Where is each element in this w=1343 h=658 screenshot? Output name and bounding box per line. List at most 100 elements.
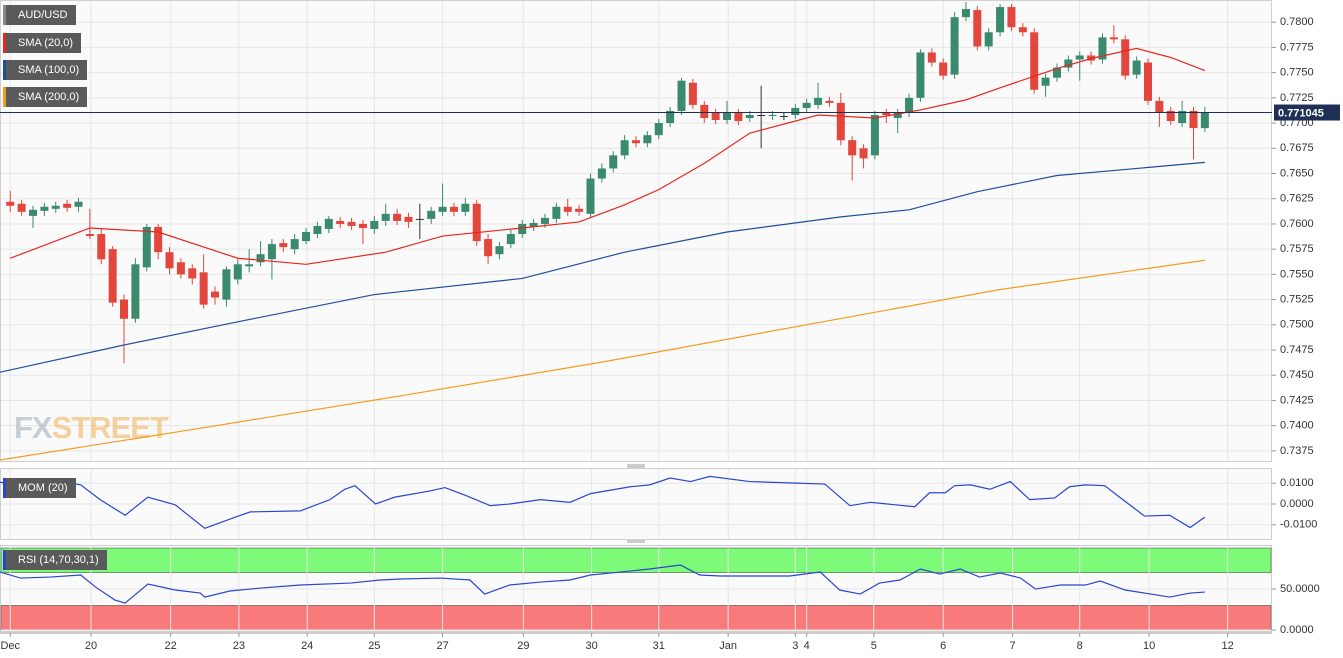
x-tick-label: 31 <box>653 640 665 652</box>
candle-body <box>336 220 345 224</box>
y-tick-label: 0.7500 <box>1280 319 1314 331</box>
candle-body <box>40 206 49 211</box>
candle-body <box>984 32 993 47</box>
y-tick-label: 0.7600 <box>1280 218 1314 230</box>
series-line <box>0 564 1205 604</box>
candle-body <box>222 269 231 300</box>
candle-body <box>734 112 743 122</box>
watermark: FXSTREET <box>14 410 169 445</box>
candle-body <box>199 272 208 305</box>
candle-body <box>802 102 811 108</box>
candle-body <box>893 112 902 119</box>
legend-entry[interactable]: SMA (100,0) <box>3 60 88 80</box>
legend-entry[interactable]: RSI (14,70,30,1) <box>3 550 107 570</box>
candle-body <box>256 254 265 263</box>
candle-body <box>1064 59 1073 68</box>
rsi-band <box>0 547 1272 573</box>
candle-body <box>1166 110 1175 122</box>
y-tick-label: 0.7750 <box>1280 67 1314 79</box>
rsi-band <box>0 605 1272 631</box>
candle-body <box>6 201 15 206</box>
x-tick-label: 10 <box>1143 640 1155 652</box>
candle-body <box>472 203 481 242</box>
legend-entry[interactable]: SMA (200,0) <box>3 87 88 107</box>
candle-body <box>85 234 94 237</box>
candle-body <box>347 221 356 226</box>
candle-body <box>427 210 436 219</box>
candle-body <box>700 104 709 119</box>
candle-body <box>552 206 561 219</box>
y-tick-label: 0.7525 <box>1280 294 1314 306</box>
series-line <box>0 475 1206 529</box>
x-tick-label: 22 <box>165 640 177 652</box>
candle-body <box>142 226 151 268</box>
candle-body <box>575 208 584 212</box>
candle-body <box>165 252 174 269</box>
candle-body <box>859 148 868 159</box>
candle-body <box>666 110 675 124</box>
x-tick-label: 6 <box>940 640 946 652</box>
legend-entry[interactable]: MOM (20) <box>3 478 76 498</box>
candle-body <box>597 168 606 179</box>
candle-body <box>176 262 185 275</box>
candle-body <box>63 203 72 208</box>
candle-body <box>814 97 823 105</box>
y-tick-label: 0.7400 <box>1280 420 1314 432</box>
x-tick-label: 12 <box>1222 640 1234 652</box>
y-tick-label: 50.0000 <box>1280 583 1320 595</box>
y-tick-label: 0.0100 <box>1280 477 1314 489</box>
candle-body <box>540 217 549 224</box>
y-tick-label: 0.7775 <box>1280 41 1314 53</box>
y-tick-label: 0.7725 <box>1280 92 1314 104</box>
y-tick-label: 0.7550 <box>1280 268 1314 280</box>
last-price-label: 0.771045 <box>1278 107 1324 119</box>
candle-body <box>313 225 322 235</box>
candle-body <box>996 7 1005 33</box>
candle-body <box>495 246 504 255</box>
panel-background <box>0 0 1272 462</box>
y-tick-label: 0.7425 <box>1280 394 1314 406</box>
candle-body <box>961 9 970 18</box>
y-tick-label: 0.7375 <box>1280 445 1314 457</box>
candle-body <box>51 205 60 209</box>
y-tick-label: 0.0000 <box>1280 498 1314 510</box>
candle-body <box>506 234 515 245</box>
candle-body <box>1052 67 1061 78</box>
legend-title: AUD/USD <box>3 5 76 25</box>
candle-body <box>358 223 367 228</box>
candle-body <box>1109 37 1118 40</box>
candle-body <box>1041 77 1050 86</box>
x-tick-label: 5 <box>871 640 877 652</box>
candle-body <box>654 123 663 136</box>
series-line <box>0 161 1205 373</box>
candle-body <box>370 220 379 229</box>
candle-body <box>779 116 788 118</box>
x-tick-label: 4 <box>804 640 810 652</box>
candle-body <box>381 213 390 221</box>
candle-body <box>108 249 117 303</box>
candle-body <box>279 243 288 248</box>
series-line <box>0 259 1205 461</box>
y-tick-label: 0.7675 <box>1280 142 1314 154</box>
x-tick-label: 3 <box>792 640 798 652</box>
candle-body <box>825 100 834 103</box>
candle-body <box>836 102 845 141</box>
legend-entry[interactable]: SMA (20,0) <box>3 33 82 53</box>
y-tick-label: 0.7650 <box>1280 167 1314 179</box>
watermark-fx: FX <box>14 410 53 445</box>
candle-body <box>461 203 470 212</box>
candle-body <box>1189 110 1198 129</box>
candle-body <box>154 226 163 253</box>
candle-body <box>1178 110 1187 124</box>
candle-body <box>245 264 254 267</box>
y-tick-label: 0.7800 <box>1280 16 1314 28</box>
candle-body <box>211 291 220 298</box>
candle-body <box>848 140 857 156</box>
y-tick-label: -0.0100 <box>1280 519 1317 531</box>
candle-body <box>290 239 299 250</box>
candle-body <box>870 114 879 156</box>
candle-body <box>609 155 618 169</box>
candle-body <box>233 264 242 280</box>
candle-body <box>950 17 959 75</box>
